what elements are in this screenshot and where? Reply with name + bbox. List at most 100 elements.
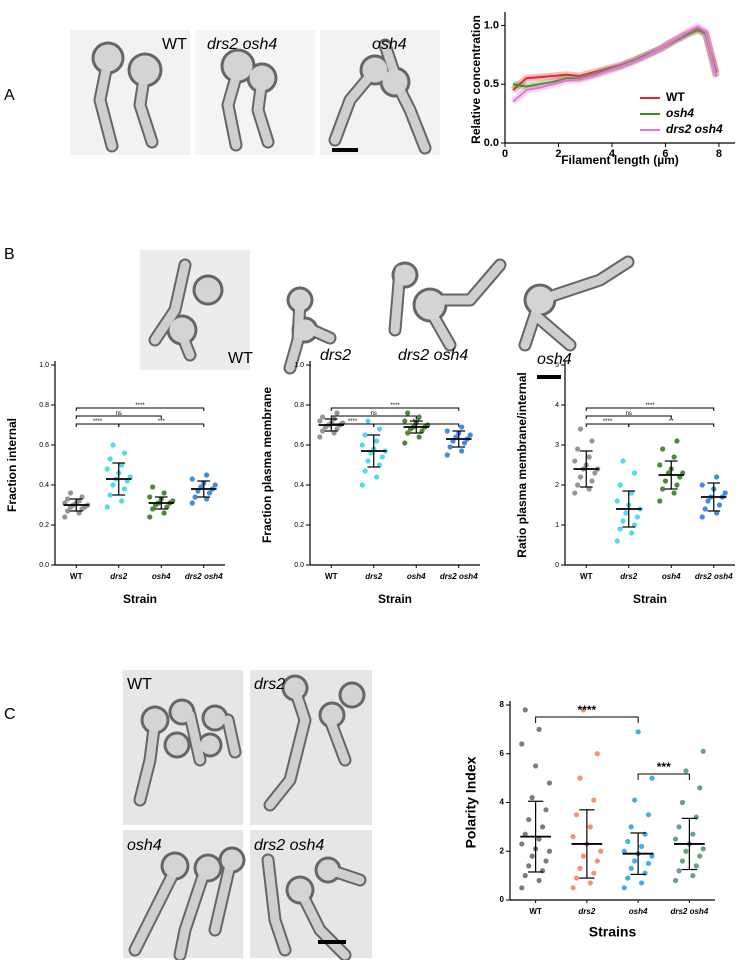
hypha bbox=[185, 710, 205, 765]
x-tick-label: WT bbox=[529, 907, 542, 916]
x-tick-label: drs2 bbox=[578, 907, 595, 916]
x-tick-label: 6 bbox=[662, 148, 668, 160]
x-tick-label: drs2 osh4 bbox=[695, 572, 733, 581]
hypha bbox=[175, 865, 210, 960]
data-point bbox=[598, 848, 604, 854]
data-point bbox=[67, 490, 74, 496]
significance-label: ns bbox=[371, 411, 377, 417]
data-point bbox=[331, 430, 337, 436]
cell bbox=[200, 735, 220, 755]
data-point bbox=[683, 848, 689, 854]
data-point bbox=[722, 490, 728, 496]
x-tick-label: drs2 bbox=[365, 572, 382, 581]
data-point bbox=[623, 510, 629, 516]
data-point bbox=[714, 474, 720, 480]
y-axis-label: Relative concentration bbox=[469, 15, 483, 144]
data-point bbox=[649, 775, 655, 781]
significance-label: **** bbox=[578, 703, 597, 717]
data-point bbox=[679, 858, 686, 864]
x-axis-label: Strain bbox=[123, 592, 157, 606]
data-point bbox=[570, 885, 576, 891]
cell bbox=[163, 854, 187, 878]
data-point bbox=[702, 506, 708, 512]
y-tick-label: 0 bbox=[500, 895, 505, 904]
significance-bracket bbox=[373, 423, 460, 427]
data-point bbox=[359, 482, 365, 488]
data-point bbox=[676, 868, 682, 874]
x-tick-label: osh4 bbox=[629, 907, 648, 916]
hypha bbox=[265, 685, 310, 810]
significance-label: **** bbox=[603, 419, 613, 425]
cell bbox=[204, 707, 226, 729]
data-point bbox=[317, 434, 323, 440]
data-point bbox=[672, 877, 679, 884]
cell bbox=[171, 701, 193, 723]
data-point bbox=[587, 824, 593, 830]
y-tick-label: 0.8 bbox=[294, 402, 304, 409]
significance-bracket bbox=[75, 407, 205, 411]
micrograph bbox=[250, 830, 372, 960]
data-point bbox=[693, 863, 699, 869]
cell bbox=[394, 264, 416, 286]
data-point bbox=[467, 432, 473, 438]
cell bbox=[221, 849, 243, 871]
data-point bbox=[536, 836, 542, 842]
data-point bbox=[150, 484, 156, 490]
data-point bbox=[617, 482, 623, 488]
image-label: osh4 bbox=[372, 36, 407, 53]
data-point bbox=[65, 508, 71, 514]
image-label: WT bbox=[127, 676, 152, 693]
data-point bbox=[614, 498, 620, 504]
x-tick-label: drs2 osh4 bbox=[185, 572, 223, 581]
data-point bbox=[645, 812, 652, 818]
cell bbox=[317, 859, 339, 881]
hypha bbox=[295, 885, 350, 960]
data-point bbox=[587, 880, 593, 886]
hypha bbox=[325, 715, 350, 765]
data-point bbox=[546, 848, 553, 854]
micrograph bbox=[320, 30, 440, 155]
data-point bbox=[107, 492, 113, 498]
cell bbox=[130, 55, 160, 85]
cell bbox=[341, 684, 363, 706]
data-point bbox=[529, 853, 535, 859]
image-label: drs2 osh4 bbox=[207, 36, 277, 53]
hypha bbox=[530, 310, 575, 350]
data-point bbox=[150, 506, 156, 512]
data-point bbox=[631, 470, 638, 476]
hypha bbox=[130, 865, 180, 955]
data-point bbox=[657, 498, 663, 504]
series-line bbox=[512, 27, 718, 91]
data-point bbox=[716, 502, 723, 508]
data-point bbox=[402, 418, 408, 424]
cell bbox=[169, 317, 195, 343]
cell bbox=[415, 290, 445, 320]
hypha bbox=[263, 855, 290, 955]
significance-bracket bbox=[585, 407, 715, 411]
data-point bbox=[204, 496, 210, 502]
y-axis-label: Ratio plasma membrane/internal bbox=[515, 372, 529, 557]
x-tick-label: 4 bbox=[609, 148, 616, 160]
x-tick-label: 2 bbox=[555, 148, 561, 160]
y-tick-label: 4 bbox=[500, 798, 505, 807]
data-point bbox=[674, 438, 680, 444]
data-point bbox=[76, 498, 82, 504]
data-point bbox=[594, 858, 600, 864]
data-point bbox=[543, 807, 549, 813]
data-point bbox=[192, 494, 198, 500]
data-point bbox=[147, 494, 153, 500]
significance-bracket bbox=[330, 415, 417, 419]
significance-label: **** bbox=[348, 419, 358, 425]
data-point bbox=[714, 510, 720, 516]
image-label: osh4 bbox=[127, 837, 162, 854]
data-point bbox=[625, 875, 631, 881]
data-point bbox=[580, 707, 587, 713]
data-point bbox=[573, 812, 580, 818]
data-point bbox=[580, 853, 587, 859]
data-point bbox=[519, 841, 525, 847]
x-axis-label: Strain bbox=[378, 592, 412, 606]
data-point bbox=[632, 858, 638, 864]
y-axis-label: Fraction internal bbox=[5, 418, 19, 512]
image-label: WT bbox=[228, 350, 253, 367]
cell bbox=[294, 319, 316, 341]
